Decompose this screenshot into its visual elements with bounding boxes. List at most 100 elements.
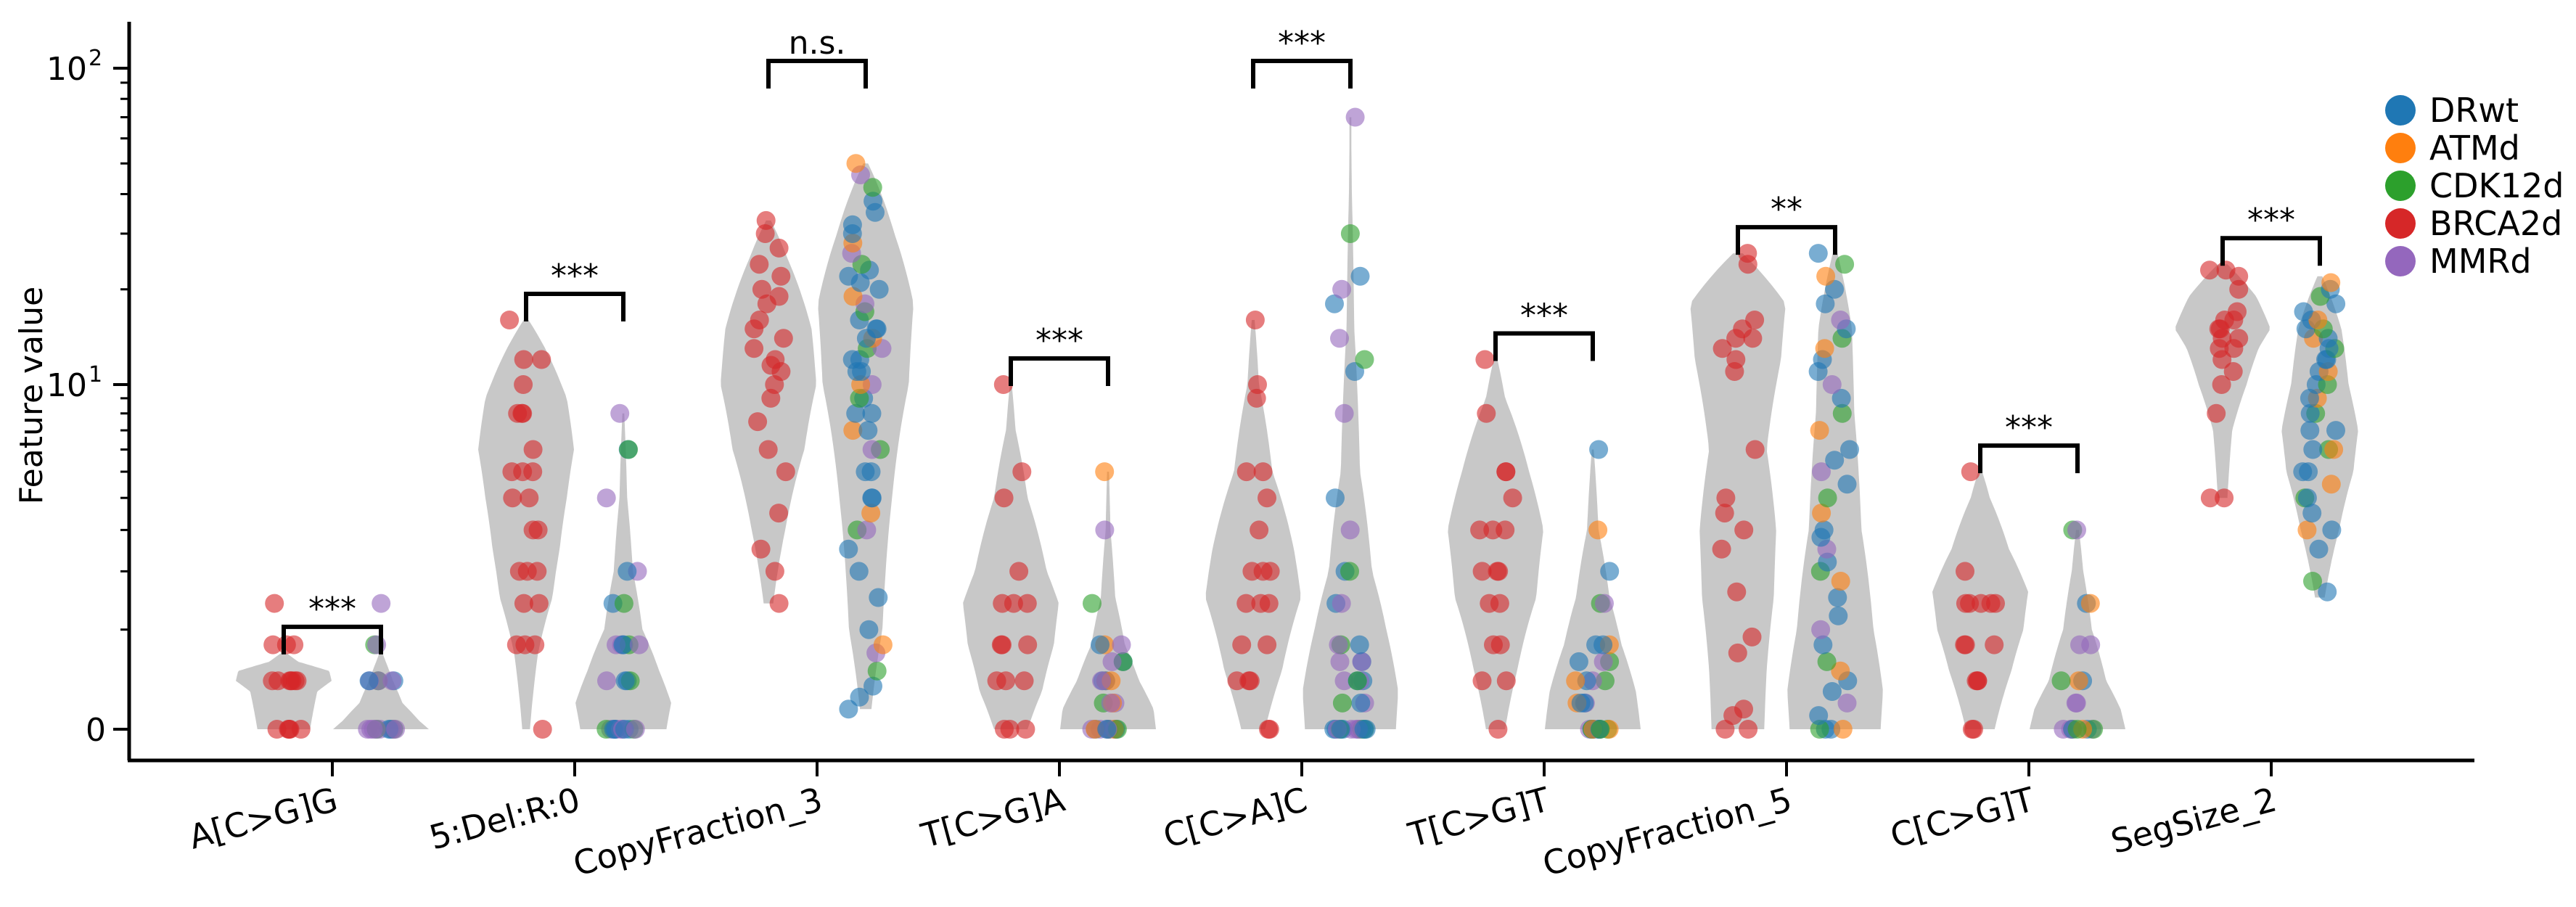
data-point bbox=[1960, 594, 1980, 613]
legend-marker bbox=[2385, 133, 2416, 163]
violin-4-right bbox=[1060, 472, 1156, 729]
data-point bbox=[1742, 627, 1762, 647]
data-point bbox=[1095, 462, 1115, 482]
legend-label: BRCA2d bbox=[2429, 204, 2562, 243]
data-point bbox=[1014, 671, 1034, 691]
data-point bbox=[1831, 311, 1850, 329]
data-point bbox=[1808, 244, 1828, 263]
legend-label: MMRd bbox=[2429, 242, 2532, 281]
significance-bracket bbox=[524, 292, 625, 322]
data-point bbox=[1837, 475, 1857, 494]
data-point bbox=[2080, 594, 2100, 613]
significance-bracket bbox=[1009, 356, 1110, 386]
data-point bbox=[994, 488, 1014, 508]
data-point bbox=[748, 412, 768, 432]
data-point bbox=[1593, 652, 1613, 671]
data-point bbox=[1330, 652, 1350, 671]
data-point bbox=[1816, 294, 1835, 313]
data-point bbox=[745, 339, 764, 358]
data-point bbox=[276, 635, 296, 654]
data-point bbox=[867, 661, 887, 681]
data-point bbox=[1348, 671, 1367, 691]
data-point bbox=[1012, 462, 1032, 482]
data-point bbox=[1833, 720, 1853, 739]
data-point bbox=[2229, 329, 2249, 348]
data-point bbox=[619, 440, 639, 459]
data-point bbox=[750, 255, 769, 274]
data-point bbox=[1483, 520, 1503, 540]
data-point bbox=[1101, 693, 1120, 713]
data-point bbox=[596, 488, 616, 508]
data-point bbox=[1968, 671, 1988, 691]
data-point bbox=[1571, 693, 1591, 713]
data-point bbox=[1822, 682, 1842, 701]
data-point bbox=[503, 488, 522, 508]
violin-1-right bbox=[333, 652, 429, 729]
data-point bbox=[280, 720, 300, 739]
data-point bbox=[866, 319, 886, 339]
significance-bracket bbox=[1251, 59, 1353, 89]
data-point bbox=[1816, 266, 1836, 286]
data-point bbox=[1811, 620, 1831, 639]
data-point bbox=[1831, 388, 1851, 408]
data-point bbox=[282, 671, 302, 691]
data-point bbox=[996, 671, 1016, 691]
legend-label: DRwt bbox=[2429, 91, 2519, 130]
violin-6-left bbox=[1448, 359, 1543, 729]
data-point bbox=[1496, 462, 1516, 482]
data-point bbox=[1329, 635, 1348, 654]
data-points bbox=[263, 107, 2346, 739]
data-point bbox=[382, 671, 402, 691]
data-point bbox=[850, 687, 869, 707]
data-point bbox=[2302, 504, 2322, 523]
data-point bbox=[1232, 635, 1252, 654]
data-point bbox=[2207, 403, 2226, 423]
data-point bbox=[2051, 671, 2071, 691]
y-tick-exponent: 2 bbox=[89, 46, 102, 71]
data-point bbox=[1332, 594, 1351, 613]
data-point bbox=[993, 375, 1013, 394]
data-point bbox=[1258, 488, 1276, 508]
x-tick-label: CopyFraction_5 bbox=[1538, 779, 1796, 883]
data-point bbox=[1734, 520, 1754, 540]
data-point bbox=[1340, 562, 1359, 581]
data-point bbox=[2294, 302, 2313, 321]
data-point bbox=[1727, 582, 1747, 602]
data-point bbox=[2300, 421, 2320, 440]
significance-bracket bbox=[1978, 443, 2080, 474]
data-point bbox=[1831, 572, 1850, 591]
data-point bbox=[517, 562, 537, 581]
data-point bbox=[839, 699, 858, 719]
data-point bbox=[1092, 671, 1111, 691]
x-tick-label: 5:Del:R:0 bbox=[425, 779, 584, 857]
data-point bbox=[1236, 594, 1256, 613]
data-point bbox=[2069, 671, 2088, 691]
data-point bbox=[2300, 403, 2320, 423]
data-point bbox=[1745, 440, 1765, 459]
significance-bracket bbox=[282, 624, 383, 654]
data-point bbox=[1818, 488, 1837, 508]
data-point bbox=[1480, 594, 1499, 613]
data-point bbox=[862, 440, 882, 459]
data-point bbox=[372, 594, 391, 613]
data-point bbox=[850, 388, 869, 408]
data-point bbox=[2293, 462, 2313, 482]
data-point bbox=[1955, 635, 1974, 654]
data-point bbox=[2067, 693, 2086, 713]
data-point bbox=[2067, 520, 2086, 540]
data-point bbox=[1835, 255, 1855, 274]
data-point bbox=[864, 676, 882, 696]
significance-label: *** bbox=[551, 258, 599, 295]
data-point bbox=[1260, 720, 1279, 739]
data-point bbox=[514, 375, 533, 394]
data-point bbox=[1083, 594, 1102, 613]
y-tick-label: 10 bbox=[46, 51, 87, 88]
data-point bbox=[1810, 720, 1829, 739]
data-point bbox=[1345, 107, 1365, 127]
data-point bbox=[993, 635, 1012, 654]
data-point bbox=[2303, 572, 2322, 591]
data-point bbox=[873, 635, 893, 654]
data-point bbox=[861, 504, 881, 523]
data-point bbox=[1726, 350, 1746, 369]
